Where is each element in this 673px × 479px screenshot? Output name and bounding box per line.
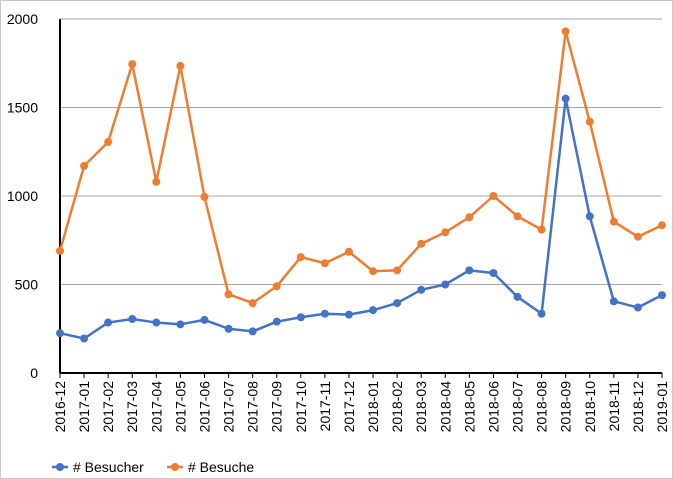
data-point [369, 267, 378, 276]
y-tick-label: 1000 [7, 188, 38, 204]
data-point [272, 282, 281, 291]
data-point [344, 310, 353, 319]
data-point [633, 232, 642, 241]
x-tick-label: 2018-12 [630, 381, 646, 433]
x-tick-label: 2017-11 [317, 381, 333, 432]
data-point [176, 320, 185, 329]
data-point [417, 285, 426, 294]
data-point [561, 94, 570, 103]
data-point [441, 228, 450, 237]
data-point [152, 318, 161, 327]
data-point [513, 292, 522, 301]
x-tick-label: 2018-11 [606, 381, 622, 432]
legend-marker-1 [56, 463, 64, 471]
data-point [176, 61, 185, 70]
data-point [393, 266, 402, 275]
data-point [80, 161, 89, 170]
y-tick-label: 500 [15, 277, 39, 293]
x-tick-label: 2017-08 [245, 381, 261, 433]
data-point [489, 268, 498, 277]
series-line-2 [58, 30, 663, 305]
data-point [609, 297, 618, 306]
x-tick-label: 2018-03 [413, 381, 429, 433]
legend-label-1: # Besucher [73, 459, 144, 475]
data-point [465, 266, 474, 275]
data-point [248, 327, 257, 336]
data-point [585, 212, 594, 221]
data-point [441, 280, 450, 289]
data-point [224, 290, 233, 299]
data-point [104, 318, 113, 327]
data-point [658, 291, 666, 300]
data-point [633, 303, 642, 312]
x-tick-label: 2017-10 [293, 381, 309, 433]
y-tick-label: 1500 [7, 100, 38, 116]
data-point [537, 225, 546, 234]
x-tick-label: 2019-01 [654, 381, 670, 433]
data-point [152, 177, 161, 186]
data-point [200, 315, 209, 324]
series-line-1 [59, 97, 663, 340]
data-point [248, 299, 257, 308]
data-point [56, 246, 64, 255]
data-point [200, 192, 209, 201]
x-tick-label: 2017-12 [341, 381, 357, 433]
x-tick-label: 2017-04 [148, 381, 164, 433]
data-point [128, 315, 137, 324]
data-point [80, 334, 89, 343]
x-tick-label: 2017-05 [172, 381, 188, 433]
x-tick-label: 2018-10 [582, 381, 598, 433]
x-tick-label: 2018-06 [485, 381, 501, 433]
legend-label-2: # Besuche [188, 459, 254, 475]
data-point [296, 313, 305, 322]
x-tick-label: 2017-09 [269, 381, 285, 433]
data-point [128, 60, 137, 69]
data-point [465, 213, 474, 222]
data-point [609, 217, 618, 226]
data-point [561, 27, 570, 36]
data-point [489, 192, 498, 200]
data-point [272, 317, 281, 326]
data-point [224, 324, 233, 333]
x-tick-label: 2017-03 [124, 381, 140, 433]
y-tick-label: 2000 [7, 11, 38, 27]
data-point [56, 329, 64, 338]
data-point [417, 239, 426, 248]
x-tick-label: 2018-09 [558, 381, 574, 433]
x-tick-label: 2017-02 [100, 381, 116, 433]
x-tick-label: 2017-06 [196, 381, 212, 433]
x-tick-label: 2018-02 [389, 381, 405, 433]
data-point [393, 299, 402, 308]
x-tick-label: 2018-01 [365, 381, 381, 433]
x-tick-label: 2017-07 [221, 381, 237, 433]
legend-marker-2 [171, 463, 179, 471]
x-tick-label: 2018-04 [437, 381, 453, 433]
data-point [296, 253, 305, 262]
data-point [658, 221, 666, 230]
data-point [320, 259, 329, 268]
y-tick-label: 0 [30, 365, 38, 381]
data-point [585, 117, 594, 126]
x-tick-label: 2017-01 [76, 381, 92, 433]
data-point [513, 212, 522, 221]
data-point [320, 309, 329, 318]
data-point [344, 247, 353, 256]
data-point [104, 138, 113, 147]
x-tick-label: 2018-08 [534, 381, 550, 433]
x-tick-label: 2018-07 [510, 381, 526, 433]
x-tick-label: 2018-05 [461, 381, 477, 433]
x-tick-label: 2016-12 [52, 381, 68, 433]
data-point [369, 306, 378, 315]
data-point [537, 309, 546, 318]
